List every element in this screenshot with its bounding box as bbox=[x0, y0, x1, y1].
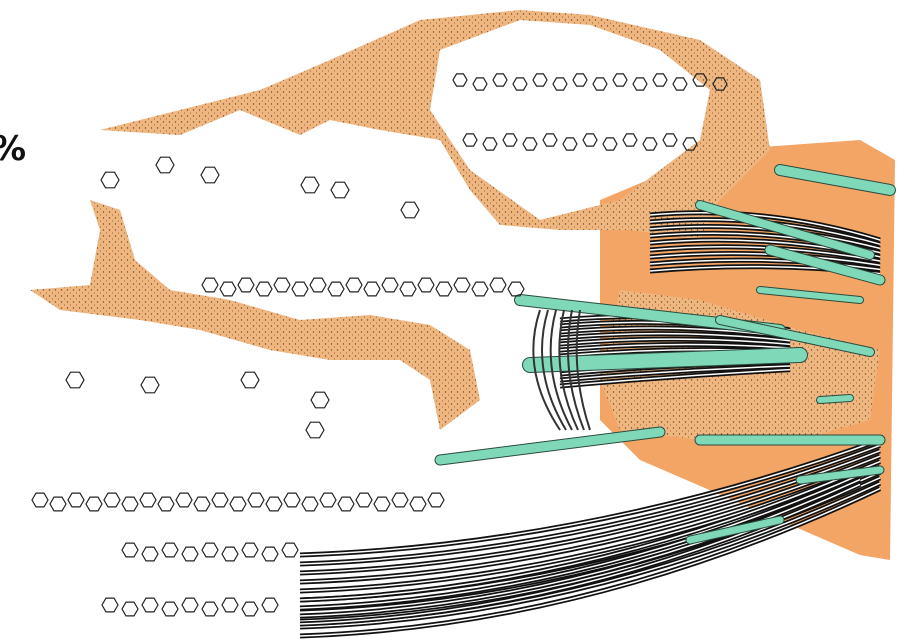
ring bbox=[222, 547, 238, 561]
ring bbox=[563, 138, 577, 150]
ring bbox=[140, 493, 156, 507]
ring bbox=[392, 493, 408, 507]
ring bbox=[66, 372, 84, 388]
ring bbox=[68, 493, 84, 507]
ring bbox=[508, 282, 524, 296]
ring bbox=[242, 543, 258, 557]
ring bbox=[311, 392, 329, 408]
illustration: % bbox=[0, 0, 909, 640]
ring bbox=[306, 422, 324, 438]
ring bbox=[328, 282, 344, 296]
ring bbox=[230, 497, 246, 511]
ring bbox=[241, 372, 259, 388]
ring bbox=[623, 134, 637, 146]
ring bbox=[274, 278, 290, 292]
ring bbox=[493, 74, 507, 86]
ring bbox=[583, 134, 597, 146]
ring bbox=[202, 602, 218, 616]
ring bbox=[346, 278, 362, 292]
ring bbox=[483, 138, 497, 150]
ring bbox=[202, 543, 218, 557]
ring bbox=[248, 493, 264, 507]
ring bbox=[382, 278, 398, 292]
ring bbox=[220, 282, 236, 296]
ring bbox=[86, 497, 102, 511]
ring bbox=[102, 598, 118, 612]
ring bbox=[633, 78, 647, 90]
ring bbox=[490, 278, 506, 292]
ring bbox=[122, 602, 138, 616]
ring bbox=[222, 598, 238, 612]
ring bbox=[202, 278, 218, 292]
ring bbox=[212, 493, 228, 507]
ring bbox=[400, 282, 416, 296]
ring bbox=[201, 167, 219, 183]
ring bbox=[238, 278, 254, 292]
ring bbox=[162, 543, 178, 557]
ring bbox=[503, 134, 517, 146]
ring bbox=[122, 543, 138, 557]
ring bbox=[428, 493, 444, 507]
ring bbox=[331, 182, 349, 198]
lignin-region bbox=[100, 10, 770, 240]
ring bbox=[242, 602, 258, 616]
rod bbox=[530, 355, 800, 365]
ring bbox=[141, 377, 159, 393]
symbol: % bbox=[0, 129, 26, 169]
ring bbox=[292, 282, 308, 296]
ring bbox=[453, 74, 467, 86]
ring bbox=[320, 493, 336, 507]
ring bbox=[573, 74, 587, 86]
ring bbox=[473, 78, 487, 90]
ring bbox=[401, 202, 419, 218]
ring bbox=[101, 172, 119, 188]
ring bbox=[593, 78, 607, 90]
ring bbox=[418, 278, 434, 292]
ring bbox=[266, 497, 282, 511]
ring bbox=[513, 78, 527, 90]
ring bbox=[176, 493, 192, 507]
ring bbox=[410, 497, 426, 511]
rod bbox=[820, 398, 850, 400]
ring bbox=[472, 282, 488, 296]
ring bbox=[603, 138, 617, 150]
ring bbox=[301, 177, 319, 193]
ring bbox=[643, 138, 657, 150]
ring bbox=[533, 74, 547, 86]
ring bbox=[282, 543, 298, 557]
ring bbox=[156, 157, 174, 173]
ring bbox=[142, 598, 158, 612]
ring bbox=[50, 497, 66, 511]
ring bbox=[310, 278, 326, 292]
ring bbox=[663, 134, 677, 146]
ring bbox=[256, 282, 272, 296]
ring bbox=[158, 497, 174, 511]
ring bbox=[262, 547, 278, 561]
ring bbox=[673, 78, 687, 90]
ring bbox=[338, 497, 354, 511]
ring bbox=[142, 547, 158, 561]
ring bbox=[653, 74, 667, 86]
ring bbox=[104, 493, 120, 507]
ring bbox=[32, 493, 48, 507]
ring bbox=[436, 282, 452, 296]
ring bbox=[463, 134, 477, 146]
ring bbox=[364, 282, 380, 296]
ring bbox=[543, 134, 557, 146]
ring bbox=[194, 497, 210, 511]
ring bbox=[523, 138, 537, 150]
ring bbox=[374, 497, 390, 511]
ring bbox=[284, 493, 300, 507]
ring bbox=[356, 493, 372, 507]
ring bbox=[162, 602, 178, 616]
ring bbox=[613, 74, 627, 86]
ring bbox=[182, 598, 198, 612]
ring bbox=[262, 598, 278, 612]
ring bbox=[122, 497, 138, 511]
ring bbox=[182, 547, 198, 561]
lignin-region bbox=[30, 200, 480, 430]
ring bbox=[302, 497, 318, 511]
ring bbox=[454, 278, 470, 292]
ring bbox=[553, 78, 567, 90]
